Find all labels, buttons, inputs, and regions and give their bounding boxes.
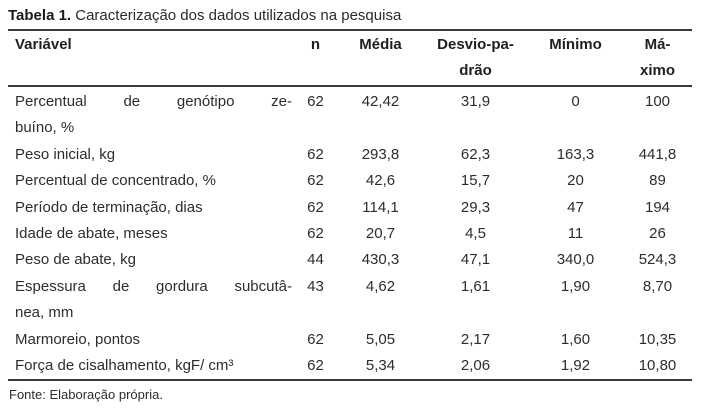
cell-media: 430,3 — [361, 251, 400, 269]
cell-variavel: Força de cisalhamento, kgF/ cm³ — [8, 353, 293, 380]
cell-variavel: Espessura de gordura subcutâ-nea, mm — [8, 274, 293, 327]
cell-variavel: Peso de abate, kg — [8, 247, 293, 273]
table-row: Percentual de genótipo ze-buíno, % 62 42… — [8, 86, 692, 142]
table-caption-number: Tabela 1. — [8, 7, 72, 24]
cell-maximo: 10,35 — [638, 330, 677, 348]
cell-variavel: Peso inicial, kg — [8, 142, 293, 168]
variavel-line: buíno, % — [15, 119, 75, 137]
cell-variavel: Percentual de genótipo ze-buíno, % — [8, 86, 293, 142]
variavel-line: Força de cisalhamento, kgF/ cm³ — [15, 357, 234, 375]
cell-maximo: 8,70 — [642, 277, 673, 295]
cell-minimo: 1,90 — [560, 277, 591, 295]
cell-variavel: Período de terminação, dias — [8, 195, 293, 221]
table-row: Marmoreio, pontos 62 5,05 2,17 1,60 10,3… — [8, 327, 692, 353]
cell-maximo: 524,3 — [638, 251, 677, 269]
header-n: n — [293, 30, 338, 87]
header-desvio-line2: drão — [459, 62, 492, 79]
table-row: Peso de abate, kg 44 430,3 47,1 340,0 52… — [8, 247, 692, 273]
cell-maximo: 89 — [649, 172, 666, 190]
cell-media: 42,6 — [365, 172, 396, 190]
cell-variavel: Idade de abate, meses — [8, 221, 293, 247]
cell-n: 44 — [307, 251, 324, 269]
variavel-line: Peso inicial, kg — [15, 145, 116, 163]
cell-desvio: 15,7 — [460, 172, 491, 190]
cell-n: 62 — [307, 172, 324, 190]
table-caption-text: Caracterização dos dados utilizados na p… — [71, 7, 402, 24]
header-desvio-line1: Desvio-pa- — [437, 36, 514, 53]
variavel-line: Marmoreio, pontos — [15, 330, 141, 348]
table-row: Percentual de concentrado, % 62 42,6 15,… — [8, 168, 692, 194]
cell-desvio: 62,3 — [460, 145, 491, 163]
cell-variavel: Percentual de concentrado, % — [8, 168, 293, 194]
cell-desvio: 31,9 — [460, 93, 491, 110]
header-row: Variável n Média Desvio-pa-drão Mínimo M… — [8, 30, 692, 87]
cell-media: 42,42 — [361, 93, 400, 110]
cell-variavel: Marmoreio, pontos — [8, 327, 293, 353]
header-variavel: Variável — [8, 30, 293, 87]
variavel-line: Período de terminação, dias — [15, 198, 203, 216]
header-maximo-line1: Má- — [644, 36, 671, 53]
header-minimo: Mínimo — [528, 30, 623, 87]
source-note: Fonte: Elaboração própria. — [9, 387, 163, 403]
cell-minimo: 1,92 — [560, 357, 591, 375]
table-row: Peso inicial, kg 62 293,8 62,3 163,3 441… — [8, 142, 692, 168]
table-row: Espessura de gordura subcutâ-nea, mm 43 … — [8, 274, 692, 327]
cell-desvio: 2,17 — [460, 330, 491, 348]
header-maximo-line2: ximo — [639, 62, 675, 79]
cell-maximo: 10,80 — [638, 357, 677, 375]
variavel-line: Peso de abate, kg — [15, 251, 136, 269]
header-maximo: Má-ximo — [623, 30, 692, 87]
cell-media: 293,8 — [361, 145, 400, 163]
cell-maximo: 26 — [649, 225, 666, 243]
variavel-line: Idade de abate, meses — [15, 225, 168, 243]
cell-n: 62 — [307, 330, 324, 348]
header-media: Média — [338, 30, 423, 87]
table-row: Força de cisalhamento, kgF/ cm³ 62 5,34 … — [8, 353, 692, 380]
cell-minimo: 1,60 — [560, 330, 591, 348]
cell-desvio: 2,06 — [460, 357, 491, 375]
data-table: Variável n Média Desvio-pa-drão Mínimo M… — [8, 29, 692, 382]
cell-minimo: 340,0 — [556, 251, 595, 269]
cell-media: 4,62 — [365, 277, 396, 295]
cell-n: 62 — [307, 357, 324, 375]
cell-n: 62 — [307, 198, 324, 216]
cell-desvio: 4,5 — [465, 225, 486, 243]
cell-n: 43 — [307, 277, 324, 295]
table-caption: Tabela 1. Caracterização dos dados utili… — [8, 6, 701, 25]
cell-minimo: 163,3 — [556, 145, 595, 163]
cell-desvio: 47,1 — [460, 251, 491, 269]
cell-media: 20,7 — [365, 225, 396, 243]
table-row: Período de terminação, dias 62 114,1 29,… — [8, 195, 692, 221]
cell-maximo: 194 — [644, 198, 671, 216]
cell-media: 114,1 — [362, 198, 399, 216]
cell-minimo: 47 — [567, 198, 584, 216]
variavel-line: nea, mm — [15, 304, 74, 322]
cell-n: 62 — [307, 93, 324, 110]
cell-media: 5,34 — [365, 357, 396, 375]
variavel-line: Percentual de genótipo ze- — [15, 93, 292, 110]
cell-maximo: 441,8 — [638, 145, 677, 163]
table-body: Percentual de genótipo ze-buíno, % 62 42… — [8, 86, 692, 380]
cell-n: 62 — [307, 145, 324, 163]
variavel-line: Percentual de concentrado, % — [15, 172, 216, 190]
cell-n: 62 — [307, 225, 324, 243]
cell-maximo: 100 — [644, 93, 671, 110]
table-row: Idade de abate, meses 62 20,7 4,5 11 26 — [8, 221, 692, 247]
header-desvio-padrao: Desvio-pa-drão — [423, 30, 528, 87]
cell-minimo: 0 — [571, 93, 580, 110]
cell-minimo: 20 — [567, 172, 584, 190]
cell-minimo: 11 — [567, 225, 584, 243]
cell-desvio: 1,61 — [460, 277, 491, 295]
cell-desvio: 29,3 — [460, 198, 491, 216]
variavel-line: Espessura de gordura subcutâ- — [15, 277, 292, 295]
cell-media: 5,05 — [365, 330, 396, 348]
